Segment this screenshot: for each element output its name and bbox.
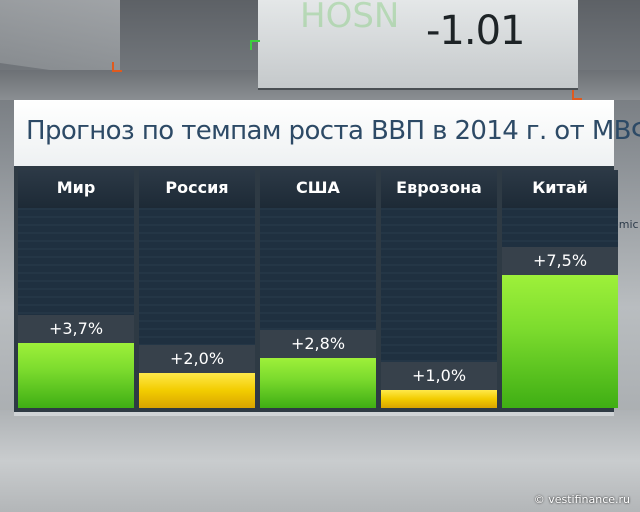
bar — [502, 275, 618, 408]
bar-column: Россия +2,0% — [139, 170, 255, 408]
data-label: +7,5% — [502, 247, 618, 275]
background-floor — [0, 410, 640, 512]
chart-title: Прогноз по темпам роста ВВП в 2014 г. от… — [26, 116, 640, 146]
category-label: Еврозона — [381, 170, 497, 208]
data-label: +3,7% — [18, 315, 134, 343]
bar-column: Еврозона +1,0% — [381, 170, 497, 408]
chart-panel: Прогноз по темпам роста ВВП в 2014 г. от… — [14, 100, 640, 416]
title-bar: Прогноз по темпам роста ВВП в 2014 г. от… — [14, 100, 640, 166]
category-label: Мир — [18, 170, 134, 208]
chart-area: Мир +3,7% Россия +2,0% США +2,8% Еврозона +1,0%… — [14, 166, 618, 416]
background-screen-code: -1.01 — [426, 8, 525, 54]
category-label: Китай — [502, 170, 618, 208]
corner-mark-orange — [572, 90, 582, 100]
corner-mark-green — [250, 40, 260, 50]
bar — [381, 390, 497, 408]
background-fragment-text: omic — [612, 218, 639, 231]
bar — [139, 373, 255, 408]
background-screen-faint-text: HOSN — [300, 0, 400, 36]
category-label: США — [260, 170, 376, 208]
background-panel — [0, 0, 120, 80]
source-credit: © vestifinance.ru — [533, 493, 630, 506]
bar — [18, 343, 134, 408]
data-label: +1,0% — [381, 362, 497, 390]
bar-column: Китай +7,5% — [502, 170, 618, 408]
data-label: +2,8% — [260, 330, 376, 358]
corner-mark-orange — [112, 62, 122, 72]
bar — [260, 358, 376, 408]
bar-column: Мир +3,7% — [18, 170, 134, 408]
category-label: Россия — [139, 170, 255, 208]
background-screen — [258, 0, 578, 90]
data-label: +2,0% — [139, 345, 255, 373]
bar-column: США +2,8% — [260, 170, 376, 408]
